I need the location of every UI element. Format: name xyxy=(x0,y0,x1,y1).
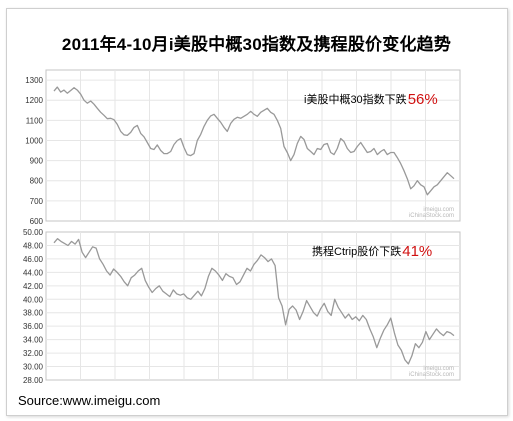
watermark-text: imeigu.com xyxy=(423,366,454,372)
y-tick-label: 36.00 xyxy=(23,322,44,331)
source-note: Source:www.imeigu.com xyxy=(18,393,161,408)
y-tick-label: 600 xyxy=(30,217,44,226)
y-tick-label: 40.00 xyxy=(23,295,44,304)
y-tick-label: 50.00 xyxy=(23,228,44,237)
y-tick-label: 1200 xyxy=(25,96,43,105)
series-line-1 xyxy=(53,86,455,196)
watermark-text: iChinaStock.com xyxy=(409,372,454,378)
y-tick-label: 700 xyxy=(30,197,44,206)
y-tick-label: 1300 xyxy=(25,76,43,85)
annotation-text-2: 携程Ctrip股价下跌 xyxy=(312,244,401,258)
y-tick-label: 28.00 xyxy=(23,376,44,385)
y-tick-label: 30.00 xyxy=(23,363,44,372)
chart-title: 2011年4-10月i美股中概30指数及携程股价变化趋势 xyxy=(61,35,452,54)
annotation-value-2: 41% xyxy=(402,243,432,260)
annotation-text-1: i美股中概30指数下跌 xyxy=(304,92,407,106)
watermark-text: imeigu.com xyxy=(423,207,454,213)
annotation-value-1: 56% xyxy=(408,91,438,108)
y-tick-label: 900 xyxy=(30,157,44,166)
y-tick-label: 34.00 xyxy=(23,336,44,345)
watermark-text: iChinaStock.com xyxy=(409,213,454,219)
y-tick-label: 32.00 xyxy=(23,349,44,358)
y-tick-label: 48.00 xyxy=(23,241,44,250)
y-tick-label: 1100 xyxy=(26,116,44,125)
y-tick-label: 46.00 xyxy=(23,255,44,264)
y-tick-label: 38.00 xyxy=(23,309,44,318)
chart-panel-1: 600 700 800 900 1000 1100 1200 1300 i美股中概30指数下跌 5… xyxy=(25,69,461,226)
y-tick-label: 42.00 xyxy=(23,282,44,291)
y-tick-label: 800 xyxy=(30,177,44,186)
chart-panel-2: 28.00 30.00 32.00 34.00 36.00 38.00 40.00 42.00… xyxy=(23,228,461,385)
y-tick-label: 44.00 xyxy=(23,268,44,277)
y-tick-label: 1000 xyxy=(25,136,43,145)
series-line-2 xyxy=(53,238,455,365)
